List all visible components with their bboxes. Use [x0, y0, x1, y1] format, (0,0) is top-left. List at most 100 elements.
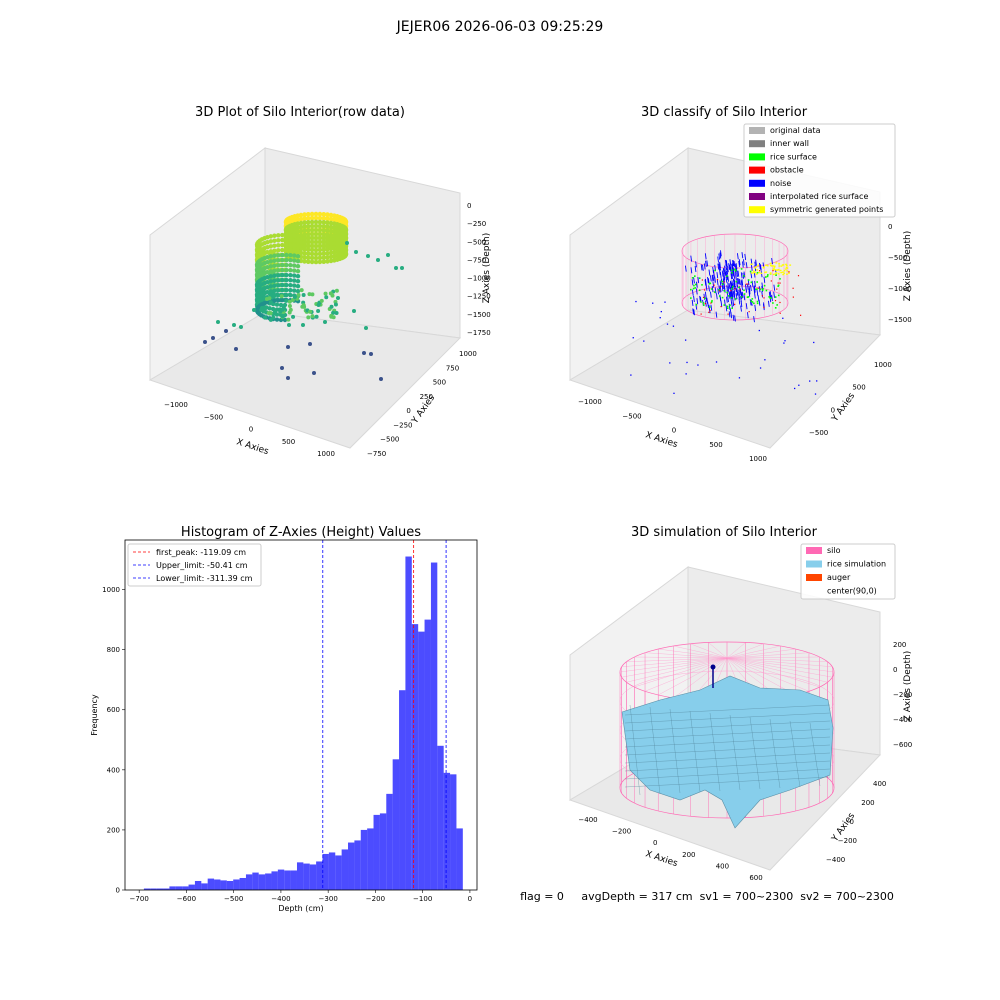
- raw-point: [274, 317, 280, 322]
- raw-point: [321, 231, 327, 237]
- classify-noise-point: [726, 296, 728, 303]
- raw-point: [295, 268, 301, 274]
- silo-roof-line: [673, 645, 728, 659]
- classify-obstacle-point: [779, 301, 781, 304]
- classify-symmetric-point: [775, 269, 778, 271]
- raw-point: [286, 345, 290, 349]
- raw-point: [325, 224, 330, 229]
- raw-point: [369, 352, 373, 356]
- raw-point: [288, 232, 293, 238]
- raw-point: [276, 298, 281, 303]
- raw-point: [280, 282, 285, 288]
- raw-point: [203, 340, 207, 344]
- classify-noise-point: [813, 341, 815, 344]
- raw-point: [309, 243, 315, 249]
- classify-rice-point: [743, 275, 745, 277]
- classify-noise-point: [759, 367, 762, 369]
- raw-point: [305, 215, 311, 221]
- classify-noise-point: [732, 267, 735, 274]
- histogram-bar: [450, 774, 457, 890]
- raw-point: [268, 274, 274, 279]
- classify-obstacle-point: [745, 283, 748, 285]
- raw-point: [268, 234, 274, 239]
- classify-symmetric-point: [786, 267, 789, 269]
- raw-point: [284, 298, 289, 303]
- raw-point: [400, 266, 404, 270]
- raw-point: [288, 282, 293, 288]
- raw-point: [280, 242, 285, 248]
- classify-rice-point: [747, 296, 750, 298]
- raw-point: [280, 287, 285, 293]
- raw-point: [312, 371, 316, 375]
- classify-rice-point: [726, 291, 728, 294]
- histogram-legend-label: Lower_limit: -311.39 cm: [156, 574, 253, 583]
- classify-noise-point: [719, 264, 721, 271]
- raw-point: [284, 262, 289, 268]
- raw-point: [284, 287, 289, 293]
- classify-rice-point: [721, 296, 724, 299]
- classify-obstacle-point: [777, 282, 779, 284]
- classify-obstacle-point: [792, 287, 794, 289]
- classify-noise-point: [690, 255, 693, 262]
- raw-point: [272, 233, 277, 238]
- classify-noise-point: [747, 284, 749, 291]
- classify-rice-point: [718, 289, 721, 291]
- raw-point: [265, 270, 270, 275]
- classify-noise-point: [666, 323, 669, 325]
- raw-point: [309, 239, 315, 245]
- raw-point: [292, 258, 297, 263]
- classify-legend-entry-swatch: [749, 127, 765, 134]
- classify-rice-point: [756, 271, 759, 274]
- raw-point: [268, 279, 274, 284]
- classify-noise-point: [760, 271, 763, 278]
- classify-noise-point: [736, 270, 739, 277]
- raw-panel-title: 3D Plot of Silo Interior(row data): [195, 105, 405, 120]
- raw-point: [280, 307, 285, 312]
- raw-z-tick: −1000: [467, 275, 491, 283]
- classify-obstacle-point: [774, 299, 777, 302]
- classify-noise-point: [693, 295, 695, 302]
- classify-z-tick: 0: [888, 223, 892, 231]
- raw-point: [302, 224, 307, 229]
- raw-point: [292, 295, 297, 300]
- raw-point: [272, 278, 277, 283]
- classify-symmetric-point: [783, 270, 786, 272]
- raw-point: [265, 260, 270, 265]
- histogram-y-ticks: 0 200 400 600 800 1000: [102, 586, 125, 895]
- simulation-x-tick: 600: [749, 874, 762, 882]
- raw-point: [301, 323, 305, 327]
- classify-symmetric-point: [781, 271, 784, 273]
- classify-noise-point: [757, 295, 760, 302]
- raw-point: [305, 239, 311, 245]
- classify-noise-point: [732, 260, 735, 267]
- classify-noise-point: [753, 286, 756, 293]
- classify-rice-point: [765, 276, 767, 278]
- classify-noise-point: [660, 310, 662, 313]
- classify-noise-point: [733, 272, 736, 279]
- classify-noise-point: [729, 259, 732, 266]
- classify-noise-point: [733, 289, 736, 296]
- classify-noise-point: [659, 317, 661, 319]
- raw-point: [292, 268, 297, 273]
- classify-noise-point: [727, 275, 729, 282]
- raw-point: [282, 317, 288, 323]
- raw-point: [310, 314, 315, 319]
- raw-point: [276, 293, 281, 298]
- raw-point: [366, 254, 370, 258]
- classify-rice-point: [762, 287, 764, 290]
- classify-rice-point: [710, 288, 713, 290]
- raw-point: [301, 292, 306, 297]
- classify-noise-point: [722, 278, 725, 285]
- raw-y-tick: −750: [367, 450, 386, 458]
- histogram-bar: [220, 880, 227, 890]
- silo-roof-line: [726, 657, 828, 662]
- raw-point: [305, 255, 311, 261]
- raw-point: [310, 292, 315, 297]
- raw-z-label: Z Axies (Depth): [482, 233, 492, 304]
- classify-noise-point: [719, 268, 721, 276]
- raw-point: [325, 216, 330, 221]
- classify-noise-point: [734, 270, 737, 277]
- raw-point: [321, 227, 327, 233]
- raw-point: [325, 228, 330, 233]
- classify-legend-entry-label: original data: [770, 126, 821, 135]
